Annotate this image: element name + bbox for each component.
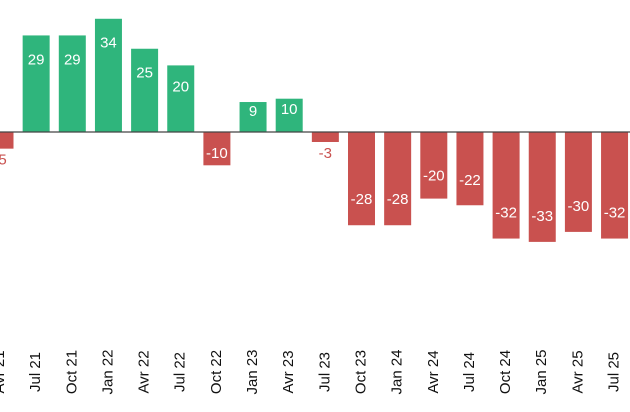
bar [239,102,267,132]
value-label: 10 [281,101,298,118]
value-label: 20 [172,79,189,96]
x-tick-label: Oct 23 [352,350,369,394]
x-tick-label: Jul 22 [172,352,189,392]
value-label: -10 [206,145,228,162]
value-label: -32 [495,205,517,222]
value-label: 29 [28,51,45,68]
x-tick-label: Avr 25 [569,350,586,393]
bar [420,132,448,199]
value-label: -5 [0,152,7,169]
bar [203,132,231,166]
x-tick-label: Avr 22 [136,350,153,393]
x-tick-label: Jul 21 [27,352,44,392]
value-label: -22 [459,172,481,189]
bar [22,35,50,132]
value-label: -28 [387,191,409,208]
bar [492,132,520,239]
x-tick-label: Jan 25 [533,349,550,394]
bar [564,132,592,232]
x-tick-label: Oct 22 [208,350,225,394]
value-label: 29 [64,51,81,68]
x-tick-label: Jan 24 [389,349,406,394]
value-label: -3 [319,145,332,162]
bar [601,132,629,239]
value-label: -33 [531,208,553,225]
bar [275,98,303,132]
x-tick-label: Jul 25 [606,352,623,392]
bar [94,18,122,133]
bar [311,132,339,142]
bar [58,35,86,132]
x-tick-label: Oct 21 [63,350,80,394]
x-tick-label: Avr 21 [0,350,8,393]
x-tick-label: Oct 24 [497,350,514,394]
x-tick-label: Jan 23 [244,349,261,394]
bar [456,132,484,206]
bar [0,132,14,149]
value-label: -32 [604,205,626,222]
value-label: -30 [568,198,590,215]
bar [384,132,412,226]
value-label: 25 [136,65,153,82]
x-tick-label: Avr 24 [425,350,442,393]
x-tick-label: Jan 22 [99,349,116,394]
bar [348,132,375,226]
x-tick-label: Jul 23 [316,352,333,392]
x-tick-label: Jul 24 [461,352,478,392]
value-label: -28 [351,191,373,208]
value-label: -20 [423,167,445,184]
value-label: 34 [100,35,117,52]
value-label: 9 [249,103,257,120]
x-tick-label: Avr 23 [280,350,297,393]
bar [528,132,556,242]
bar [131,48,159,132]
bar [167,65,195,132]
